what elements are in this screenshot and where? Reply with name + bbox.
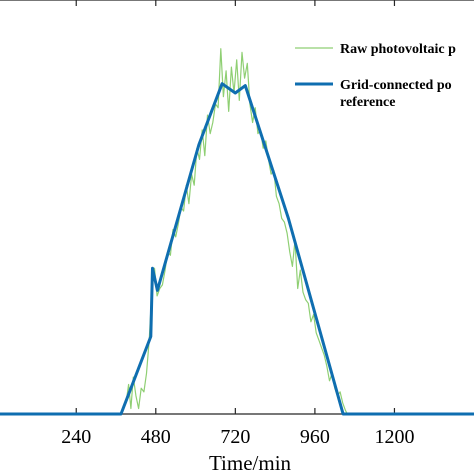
legend-label-raw-photovoltaic: Raw photovoltaic p	[340, 42, 456, 57]
x-axis-label: Time/min	[209, 451, 292, 474]
x-tick-label: 1200	[374, 426, 414, 448]
series-layer	[0, 48, 474, 416]
x-ticks: 240 480 720 960 1200	[61, 0, 414, 448]
series-raw-photovoltaic-line	[0, 48, 474, 415]
x-tick-label: 960	[300, 426, 330, 448]
x-tick-label: 480	[141, 426, 171, 448]
x-tick-label: 240	[61, 426, 91, 448]
series-grid-connected-line	[0, 82, 474, 416]
legend: Raw photovoltaic p Grid-connected po ref…	[295, 42, 456, 110]
plot-area: 240 480 720 960 1200	[0, 0, 474, 448]
legend-label-grid-connected-line2: reference	[340, 95, 395, 110]
x-tick-label: 720	[220, 426, 250, 448]
legend-label-grid-connected: Grid-connected po	[340, 78, 452, 93]
